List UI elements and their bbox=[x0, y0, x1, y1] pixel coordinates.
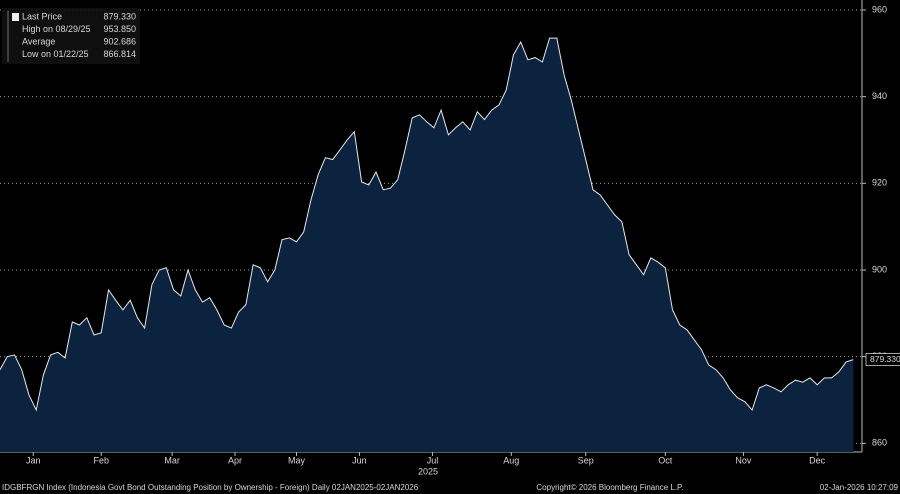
legend-name: Average bbox=[22, 36, 55, 46]
x-tick-label: Jun bbox=[352, 455, 367, 465]
legend-box bbox=[2, 8, 140, 64]
legend-value: 879.330 bbox=[103, 11, 136, 21]
price-line bbox=[0, 37, 854, 412]
x-tick-label: Oct bbox=[658, 455, 673, 465]
y-tick-label: 960 bbox=[872, 4, 887, 14]
legend-value: 953.850 bbox=[103, 24, 136, 34]
year-label: 2025 bbox=[418, 466, 438, 476]
legend-swatch bbox=[12, 13, 19, 21]
x-tick-label: May bbox=[288, 455, 306, 465]
x-tick-label: Feb bbox=[93, 455, 109, 465]
x-tick-label: Sep bbox=[578, 455, 594, 465]
last-price-label: 879.330 bbox=[870, 354, 900, 364]
y-tick-label: 860 bbox=[872, 438, 887, 448]
area-fill bbox=[0, 38, 854, 452]
legend-value: 902.686 bbox=[103, 36, 136, 46]
x-tick-label: Mar bbox=[164, 455, 180, 465]
footer-left: IDGBFRGN Index (Indonesia Govt Bond Outs… bbox=[2, 483, 419, 492]
x-tick-label: Apr bbox=[228, 455, 242, 465]
legend-name: Low on 01/22/25 bbox=[22, 49, 89, 59]
footer-center: Copyright© 2026 Bloomberg Finance L.P. bbox=[536, 483, 683, 492]
x-tick-label: Dec bbox=[809, 455, 826, 465]
x-tick-label: Aug bbox=[503, 455, 519, 465]
footer-right: 02-Jan-2026 10:27:09 bbox=[820, 483, 899, 492]
y-tick-label: 920 bbox=[872, 178, 887, 188]
x-tick-label: Jan bbox=[26, 455, 41, 465]
legend-name: High on 08/29/25 bbox=[22, 24, 91, 34]
legend-value: 866.814 bbox=[103, 49, 136, 59]
last-price-box bbox=[865, 353, 900, 366]
x-tick-label: Nov bbox=[735, 455, 752, 465]
y-tick-label: 900 bbox=[872, 264, 887, 274]
legend-name: Last Price bbox=[22, 11, 62, 21]
x-tick-label: Jul bbox=[427, 455, 439, 465]
y-tick-label: 940 bbox=[872, 91, 887, 101]
